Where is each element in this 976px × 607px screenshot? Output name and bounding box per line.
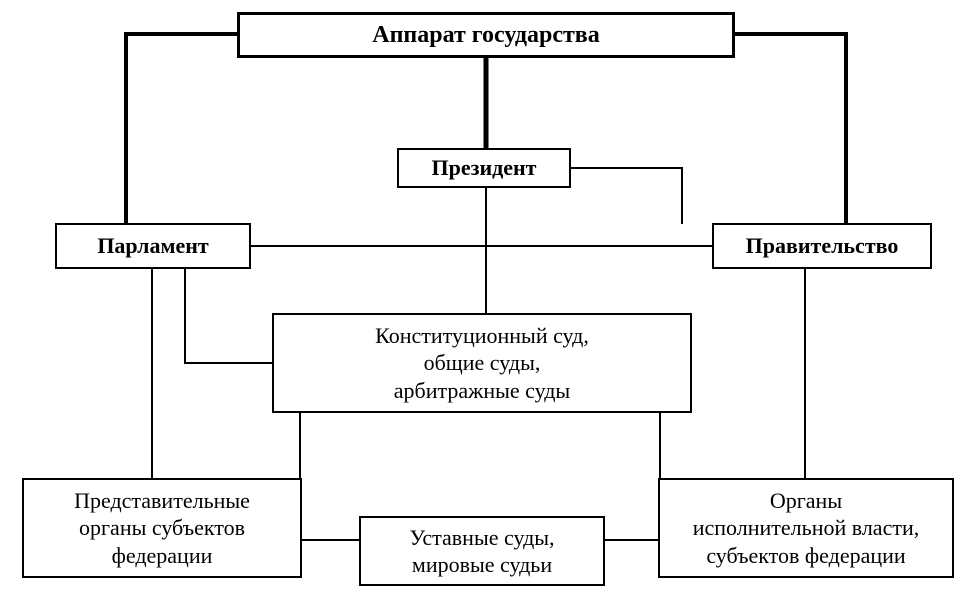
node-local_courts: Уставные суды, мировые судьи <box>359 516 605 586</box>
node-root: Аппарат государства <box>237 12 735 58</box>
node-exec_bodies: Органы исполнительной власти, субъектов … <box>658 478 954 578</box>
node-government: Правительство <box>712 223 932 269</box>
node-parliament: Парламент <box>55 223 251 269</box>
node-rep_bodies: Представительные органы субъектов федера… <box>22 478 302 578</box>
diagram-canvas: Аппарат государства Президент Парламент Пра… <box>0 0 976 607</box>
node-president: Президент <box>397 148 571 188</box>
node-courts: Конституционный суд, общие суды, арбитра… <box>272 313 692 413</box>
